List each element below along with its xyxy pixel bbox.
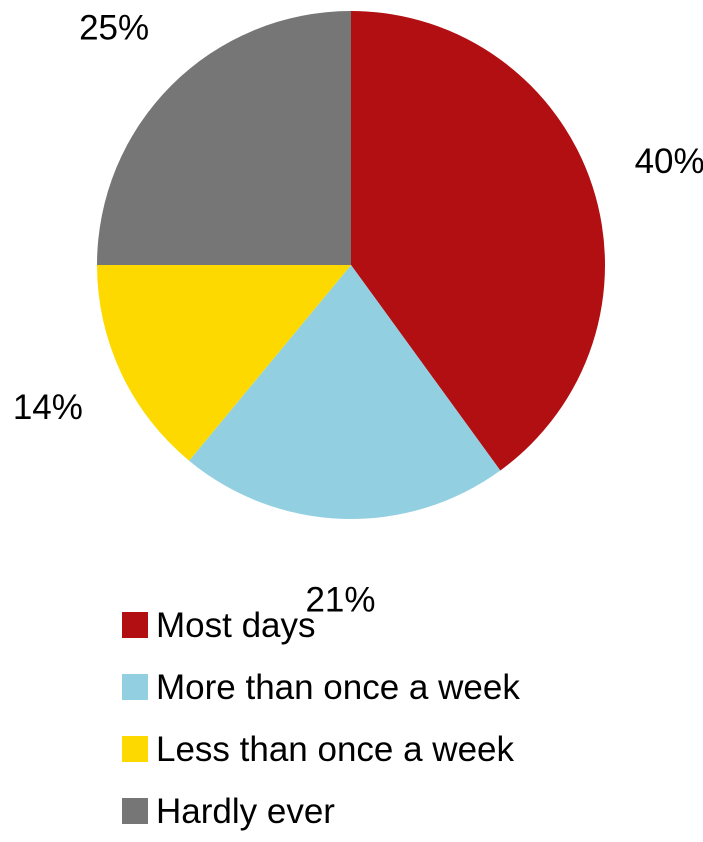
data-label-hardly-ever: 25% — [79, 9, 149, 48]
legend-swatch — [122, 798, 148, 824]
legend-item-more-than-once-a-week: More than once a week — [122, 656, 520, 718]
pie-data-labels: 40% 21% 14% 25% — [13, 9, 703, 620]
legend-swatch — [122, 736, 148, 762]
chart-legend: Most days More than once a week Less than … — [122, 594, 520, 842]
pie-slice-less-than-once-a-week — [96, 265, 351, 461]
legend-label: Less than once a week — [156, 729, 515, 769]
legend-label: More than once a week — [156, 667, 520, 707]
pie-slice-more-than-once-a-week — [189, 265, 501, 520]
legend-swatch — [122, 674, 148, 700]
data-label-more-than-once-a-week: 21% — [305, 580, 375, 619]
pie-slices — [96, 11, 606, 520]
legend-label: Hardly ever — [156, 791, 335, 831]
data-label-most-days: 40% — [635, 142, 703, 181]
legend-item-most-days: Most days — [122, 594, 520, 656]
legend-item-hardly-ever: Hardly ever — [122, 780, 520, 842]
data-label-less-than-once-a-week: 14% — [13, 388, 83, 427]
legend-swatch — [122, 612, 148, 638]
legend-label: Most days — [156, 605, 316, 645]
pie-slice-most-days — [351, 11, 606, 471]
pie-slice-hardly-ever — [97, 11, 351, 265]
legend-item-less-than-once-a-week: Less than once a week — [122, 718, 520, 780]
